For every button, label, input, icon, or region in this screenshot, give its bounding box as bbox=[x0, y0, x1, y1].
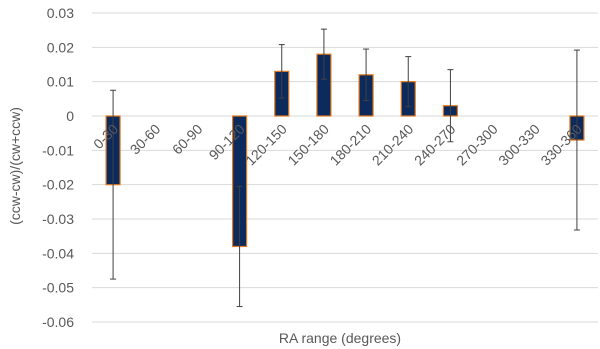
y-tick-label: 0 bbox=[66, 108, 74, 124]
x-tick-labels: 0-30 30-60 60-90 90-120120-150150-180180-21… bbox=[90, 121, 585, 169]
y-tick-label: 0.03 bbox=[47, 5, 74, 21]
y-tick-labels: 0.03 0.02 0.01 0 -0.01 -0.02 -0.03 -0.04 -0.05 -0… bbox=[42, 5, 74, 330]
x-axis-title: RA range (degrees) bbox=[279, 330, 401, 346]
y-tick-label: -0.03 bbox=[42, 211, 74, 227]
y-tick-label: -0.06 bbox=[42, 314, 74, 330]
y-tick-label: 0.02 bbox=[47, 39, 74, 55]
x-tick-label: 270-300 bbox=[453, 121, 501, 169]
y-axis-title: (ccw-cw)/(cw+ccw) bbox=[7, 107, 23, 225]
x-tick-label: 330-360 bbox=[537, 121, 585, 169]
y-tick-label: -0.05 bbox=[42, 280, 74, 296]
x-tick-label: 210-240 bbox=[369, 121, 417, 169]
y-tick-label: -0.01 bbox=[42, 142, 74, 158]
error-bars bbox=[110, 28, 580, 308]
x-tick-label: 180-210 bbox=[327, 121, 375, 169]
x-tick-label: 240-270 bbox=[411, 121, 459, 169]
grid-lines bbox=[92, 12, 598, 323]
y-tick-label: -0.02 bbox=[42, 177, 74, 193]
y-tick-label: -0.04 bbox=[42, 245, 74, 261]
x-tick-label: 120-150 bbox=[242, 121, 290, 169]
y-tick-label: 0.01 bbox=[47, 74, 74, 90]
x-tick-label: 30-60 bbox=[127, 121, 164, 158]
x-tick-label: 60-90 bbox=[169, 121, 206, 158]
x-tick-label: 150-180 bbox=[284, 121, 332, 169]
x-tick-label: 300-330 bbox=[495, 121, 543, 169]
